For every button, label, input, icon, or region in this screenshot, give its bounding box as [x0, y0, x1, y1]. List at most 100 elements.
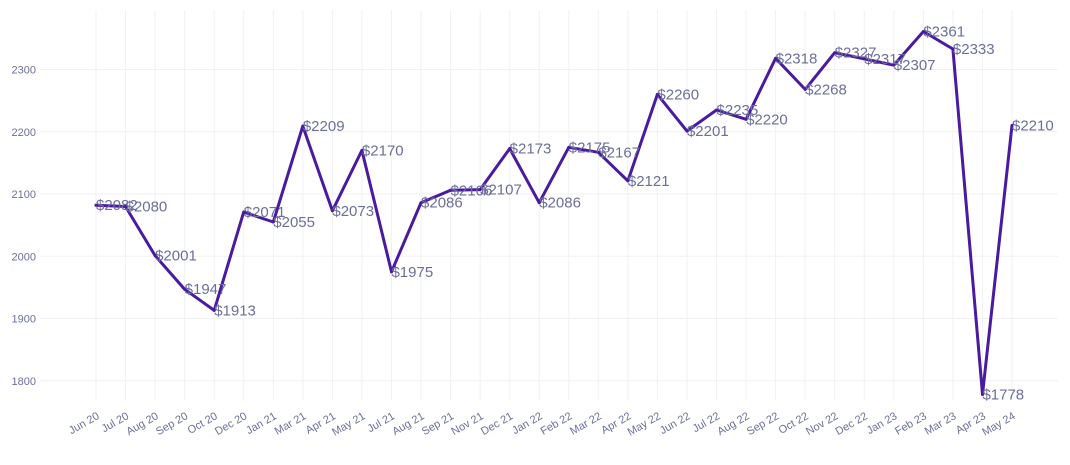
data-label: $2082 — [96, 197, 138, 214]
data-point — [183, 287, 187, 291]
data-label: $2235 — [717, 102, 759, 119]
x-tick-label: Mar 21 — [273, 410, 309, 438]
data-label: $2106 — [451, 182, 493, 199]
data-point — [449, 188, 453, 192]
data-label: $2086 — [421, 195, 463, 212]
data-label: $2080 — [126, 198, 168, 215]
data-label: $2201 — [687, 123, 729, 140]
x-tick-label: May 24 — [980, 410, 1017, 438]
x-tick-label: Oct 20 — [186, 410, 220, 437]
data-point — [389, 270, 393, 274]
data-label: $2055 — [273, 214, 315, 231]
series-group — [94, 30, 1014, 396]
horizontal-gridlines — [40, 69, 1058, 382]
data-label: $2073 — [332, 203, 374, 220]
y-tick-label: 2100 — [12, 189, 36, 201]
y-tick-label: 1800 — [12, 376, 36, 388]
data-point — [567, 145, 571, 149]
x-tick-label: Mar 23 — [923, 410, 959, 438]
x-tick-label: Feb 23 — [893, 410, 929, 438]
data-point — [980, 392, 984, 396]
data-label: $2001 — [155, 248, 197, 265]
x-tick-label: Sep 21 — [420, 410, 456, 438]
series-line — [94, 30, 1014, 396]
data-point — [360, 148, 364, 152]
data-label: $2317 — [864, 51, 906, 68]
data-label: $2107 — [480, 182, 522, 199]
data-label: $1975 — [391, 264, 433, 281]
y-axis: 1800 1900 2000 2100 2200 2300 — [12, 65, 36, 388]
data-point — [892, 63, 896, 67]
x-tick-label: Oct 22 — [777, 410, 811, 437]
x-tick-label: Dec 20 — [213, 410, 249, 438]
y-tick-label: 2200 — [12, 127, 36, 139]
data-label: $2175 — [569, 139, 611, 156]
data-label: $2260 — [657, 86, 699, 103]
data-label: $2327 — [835, 45, 877, 62]
data-point — [951, 47, 955, 51]
data-point — [478, 188, 482, 192]
data-point — [685, 129, 689, 133]
data-point — [715, 108, 719, 112]
data-point — [419, 201, 423, 205]
data-point — [1010, 124, 1014, 128]
y-tick-label: 2300 — [12, 65, 36, 77]
data-label: $2167 — [598, 144, 640, 161]
x-tick-label: May 21 — [330, 410, 367, 438]
x-tick-label: May 22 — [626, 410, 663, 438]
x-tick-label: Jan 22 — [510, 410, 545, 437]
data-point — [330, 209, 334, 213]
x-tick-label: Dec 22 — [834, 410, 870, 438]
data-point — [626, 179, 630, 183]
data-label: $2209 — [303, 118, 345, 135]
x-tick-label: Sep 22 — [745, 410, 781, 438]
data-label: $2361 — [923, 24, 965, 41]
data-label: $1778 — [982, 386, 1024, 403]
x-tick-label: Aug 21 — [390, 410, 426, 438]
data-point — [301, 124, 305, 128]
data-point — [921, 30, 925, 34]
data-label: $1947 — [185, 281, 227, 298]
x-tick-label: Jun 22 — [658, 410, 693, 437]
data-point — [774, 56, 778, 60]
y-tick-label: 2000 — [12, 251, 36, 263]
x-tick-label: Nov 21 — [449, 410, 485, 438]
x-tick-label: Aug 22 — [715, 410, 751, 438]
data-point — [596, 150, 600, 154]
data-label: $2071 — [244, 204, 286, 221]
data-label: $2318 — [776, 50, 818, 67]
data-point — [862, 57, 866, 61]
x-tick-label: Jan 21 — [244, 410, 279, 437]
x-tick-label: Jan 23 — [865, 410, 900, 437]
data-label: $2086 — [539, 195, 581, 212]
x-tick-label: Aug 20 — [124, 410, 160, 438]
vertical-gridlines — [95, 10, 1013, 400]
data-label: $2307 — [894, 57, 936, 74]
x-tick-label: Mar 22 — [568, 410, 604, 438]
data-label: $2173 — [510, 141, 552, 158]
data-point — [124, 204, 128, 208]
x-tick-label: Feb 22 — [539, 410, 575, 438]
data-point — [212, 308, 216, 312]
data-point — [537, 201, 541, 205]
data-label: $2220 — [746, 111, 788, 128]
y-tick-label: 1900 — [12, 314, 36, 326]
data-label: $2210 — [1012, 118, 1054, 135]
data-label: $2170 — [362, 142, 404, 159]
data-point — [508, 147, 512, 151]
data-point — [242, 210, 246, 214]
data-point — [271, 220, 275, 224]
data-point — [153, 254, 157, 258]
data-label: $2333 — [953, 41, 995, 58]
data-point — [744, 117, 748, 121]
data-point — [655, 92, 659, 96]
data-point — [94, 203, 98, 207]
x-tick-label: Jun 20 — [67, 410, 102, 437]
x-tick-label: Sep 20 — [154, 410, 190, 438]
data-point — [833, 51, 837, 55]
data-label: $2121 — [628, 173, 670, 190]
x-tick-label: Nov 22 — [804, 410, 840, 438]
data-label: $2268 — [805, 81, 847, 98]
